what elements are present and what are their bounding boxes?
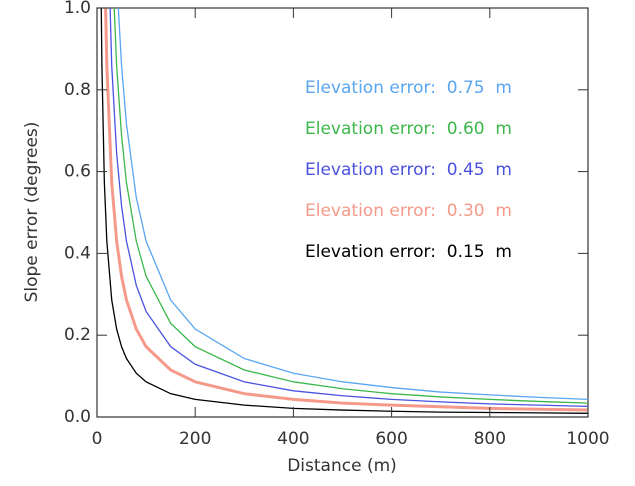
legend-entry: Elevation error: 0.30 m xyxy=(305,201,512,221)
series-line xyxy=(104,8,588,412)
x-tick-label: 800 xyxy=(474,429,506,449)
x-tick-label: 600 xyxy=(375,429,407,449)
x-tick-label: 0 xyxy=(92,429,103,449)
series-line xyxy=(109,8,588,408)
legend-entry: Elevation error: 0.75 m xyxy=(305,78,512,98)
series-line xyxy=(113,8,588,404)
y-tick-label: 0.0 xyxy=(64,407,91,427)
y-tick-label: 0.6 xyxy=(64,162,91,182)
x-tick-label: 200 xyxy=(179,429,211,449)
y-tick-label: 0.4 xyxy=(64,243,91,263)
y-tick-label: 1.0 xyxy=(64,0,91,18)
legend-entry: Elevation error: 0.45 m xyxy=(305,160,512,180)
legend-entry: Elevation error: 0.15 m xyxy=(305,242,512,262)
x-tick-label: 400 xyxy=(277,429,309,449)
series-line xyxy=(100,8,588,414)
legend-entry: Elevation error: 0.60 m xyxy=(305,119,512,139)
y-tick-label: 0.2 xyxy=(64,325,91,345)
plot-frame xyxy=(96,7,589,418)
series-line xyxy=(117,8,588,401)
lines xyxy=(100,8,588,414)
y-axis-label: Slope error (degrees) xyxy=(22,122,42,303)
x-axis-label: Distance (m) xyxy=(287,456,397,476)
x-tick-label: 1000 xyxy=(566,429,609,449)
y-tick-label: 0.8 xyxy=(64,80,91,100)
